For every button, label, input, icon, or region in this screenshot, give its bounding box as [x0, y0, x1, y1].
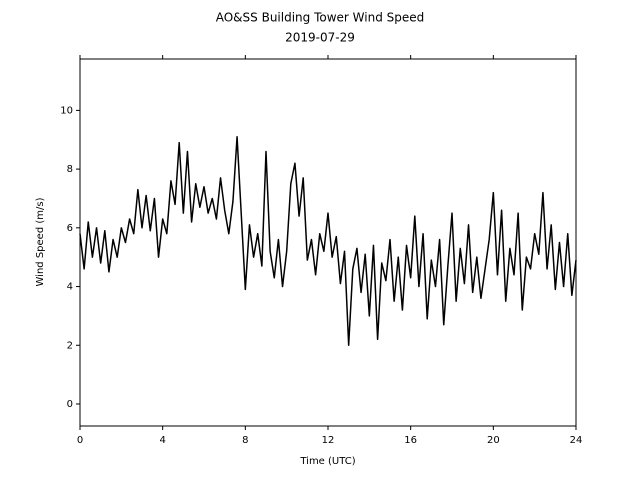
- x-axis-label: Time (UTC): [299, 456, 355, 467]
- y-tick-label: 10: [60, 105, 73, 116]
- x-tick-label: 4: [159, 435, 165, 446]
- chart-title: AO&SS Building Tower Wind Speed: [216, 11, 425, 25]
- y-tick-label: 8: [67, 164, 73, 175]
- plot-frame: [79, 58, 577, 427]
- y-tick-label: 4: [67, 282, 73, 293]
- x-tick-label: 20: [487, 435, 500, 446]
- x-tick-label: 0: [77, 435, 83, 446]
- y-tick-label: 6: [67, 223, 73, 234]
- y-axis-label: Wind Speed (m/s): [35, 197, 46, 286]
- x-tick-label: 16: [404, 435, 417, 446]
- y-tick-label: 2: [67, 340, 73, 351]
- x-tick-label: 24: [570, 435, 583, 446]
- series-line: [79, 136, 577, 347]
- x-tick-label: 8: [242, 435, 248, 446]
- x-tick-label: 12: [322, 435, 335, 446]
- y-tick-label: 0: [67, 399, 73, 410]
- chart-subtitle: 2019-07-29: [285, 31, 355, 45]
